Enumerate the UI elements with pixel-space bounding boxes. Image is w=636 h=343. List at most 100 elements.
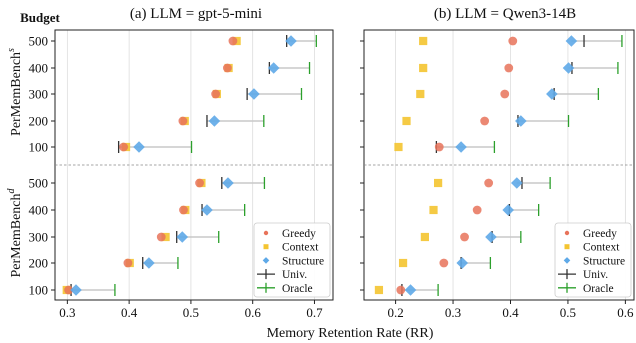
x-tick-label: 0.3 [59, 305, 75, 320]
structure-point [201, 204, 213, 216]
data-row-d-300 [420, 231, 522, 243]
greedy-point [480, 116, 490, 126]
x-tick-label: 0.5 [183, 305, 199, 320]
structure-point [267, 62, 280, 74]
structure-point [70, 284, 82, 296]
data-row-s-400 [419, 62, 619, 74]
legend-label: Context [583, 242, 620, 254]
data-row-d-400 [429, 204, 540, 216]
structure-point [176, 231, 189, 243]
legend-marker [564, 244, 570, 250]
context-point [434, 178, 443, 188]
data-row-s-200 [402, 115, 570, 127]
legend-label: Structure [282, 255, 324, 267]
x-tick-label: 0.6 [617, 305, 634, 320]
structure-point [502, 204, 514, 216]
structure-point [511, 177, 523, 189]
budget-tick-label: 200 [29, 114, 49, 129]
legend-item-greedy: Greedy [564, 228, 617, 240]
greedy-point [439, 258, 449, 268]
budget-tick-label: 100 [29, 140, 49, 155]
structure-point [133, 141, 145, 153]
context-point [394, 142, 403, 152]
greedy-point [228, 36, 238, 46]
budget-tick-label: 400 [29, 61, 49, 76]
budget-tick-label: 300 [29, 87, 49, 102]
legend-label: Context [282, 242, 319, 254]
budget-tick-label: 500 [29, 176, 49, 191]
x-tick-label: 0.2 [387, 305, 403, 320]
row-label-s-sup: s [6, 48, 17, 52]
context-point [398, 258, 408, 268]
budget-tick-label: 400 [29, 203, 49, 218]
legend-item-structure: Structure [563, 255, 625, 267]
data-row-d-400 [179, 204, 246, 216]
x-tick-label: 0.3 [445, 305, 461, 320]
context-point [419, 63, 428, 73]
data-row-s-500 [228, 35, 317, 47]
legend-item-univ: Univ. [558, 269, 608, 281]
data-row-s-500 [419, 35, 623, 47]
greedy-point [460, 232, 469, 242]
data-row-s-400 [222, 62, 311, 74]
data-row-d-200 [398, 257, 492, 269]
structure-point [455, 141, 467, 153]
data-row-s-100 [117, 141, 193, 153]
data-row-s-300 [211, 88, 303, 100]
greedy-point [472, 205, 482, 215]
legend-label: Structure [583, 255, 625, 267]
legend-label: Oracle [282, 283, 313, 295]
budget-tick-label: 500 [29, 34, 49, 49]
legend-box [554, 222, 632, 298]
x-tick-label: 0.5 [560, 305, 576, 320]
legend-item-oracle: Oracle [257, 282, 313, 295]
legend-marker [262, 257, 270, 264]
row-label-s-main: PerMemBench [9, 52, 24, 136]
row-label-d-main: PerMemBench [9, 194, 24, 278]
greedy-point [508, 36, 518, 46]
context-point [402, 116, 411, 126]
legend-marker [263, 230, 269, 236]
greedy-point [504, 63, 514, 73]
structure-point [562, 62, 575, 74]
row-label-s: PerMemBenchs [6, 48, 24, 136]
data-row-s-300 [416, 88, 600, 100]
greedy-point [123, 258, 133, 268]
legend-item-greedy: Greedy [263, 228, 316, 240]
legend-label: Oracle [583, 283, 614, 295]
structure-point [456, 257, 469, 269]
structure-point [404, 284, 417, 296]
greedy-point [156, 232, 166, 242]
legend-item-univ: Univ. [257, 269, 307, 281]
legend-marker [263, 244, 269, 250]
structure-point [143, 257, 155, 269]
greedy-point [222, 63, 232, 73]
greedy-point [484, 178, 494, 188]
budget-tick-label: 100 [29, 283, 49, 298]
legend-label: Greedy [583, 228, 617, 240]
panels-layer: 0.3 0.4 0.5 0.6 0.7 500 400 300 200 100 500 400 300 2… [29, 29, 635, 320]
data-row-d-200 [123, 257, 179, 269]
row-label-d-sup: d [6, 188, 17, 194]
greedy-point [179, 205, 188, 215]
legend-item-structure: Structure [262, 255, 324, 267]
panel-a-title: (a) LLM = gpt-5-mini [130, 6, 262, 22]
greedy-point [500, 89, 510, 99]
data-row-s-100 [394, 141, 496, 153]
context-point [420, 232, 429, 242]
greedy-point [64, 285, 73, 295]
legend-item-oracle: Oracle [558, 282, 614, 295]
legend-label: Univ. [583, 269, 608, 281]
greedy-point [211, 89, 221, 99]
structure-point [515, 115, 527, 127]
x-axis-title: Memory Retention Rate (RR) [267, 326, 434, 341]
structure-point [485, 231, 497, 243]
x-tick-label: 0.4 [121, 305, 138, 320]
legend-label: Greedy [282, 228, 316, 240]
x-tick-label: 0.6 [245, 305, 262, 320]
x-tick-label: 0.7 [306, 305, 323, 320]
